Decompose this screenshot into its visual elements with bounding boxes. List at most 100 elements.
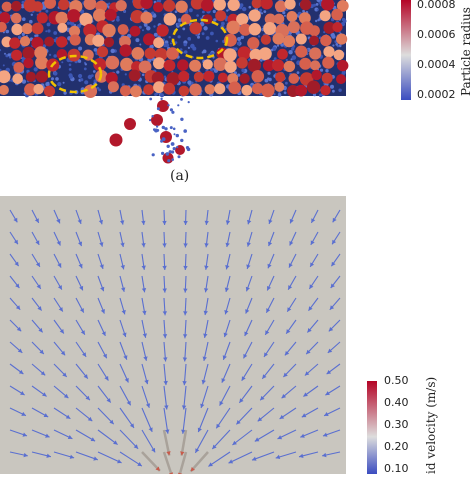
small-particle	[201, 51, 204, 54]
velocity-arrow	[119, 407, 135, 429]
velocity-arrow-head	[99, 242, 104, 247]
velocity-arrow-head	[325, 391, 330, 396]
velocity-arrow-head	[106, 398, 111, 403]
large-particle	[287, 21, 300, 34]
velocity-arrow-head	[39, 349, 44, 354]
falling-small-particle	[151, 115, 154, 118]
large-particles-layer	[0, 0, 349, 99]
velocity-arrow-head	[246, 264, 251, 269]
large-particle	[332, 22, 343, 33]
small-particle	[80, 78, 84, 82]
small-particle	[325, 69, 329, 73]
falling-small-particle	[175, 133, 179, 138]
large-particle	[284, 0, 296, 10]
velocity-arrow-head	[204, 288, 209, 293]
falling-particle	[162, 152, 174, 164]
velocity-arrow-head	[241, 376, 246, 381]
velocity-arrow-head	[265, 330, 270, 335]
small-particle	[177, 35, 181, 39]
small-particle	[62, 81, 65, 84]
large-particle	[236, 13, 249, 26]
colorbar-a-title: Particle radius	[459, 7, 473, 96]
large-particle	[22, 46, 35, 60]
velocity-arrow-head	[59, 329, 64, 334]
velocity-arrow	[194, 429, 209, 454]
large-particle	[56, 36, 68, 48]
large-particle	[248, 9, 261, 22]
small-particle	[201, 32, 205, 36]
velocity-arrow-head	[38, 327, 43, 333]
velocity-arrow-head	[117, 459, 122, 464]
large-particle	[252, 83, 264, 95]
velocity-arrow-head	[181, 429, 186, 434]
small-particle	[177, 18, 182, 23]
small-particle	[331, 35, 336, 39]
velocity-arrow-head	[279, 414, 285, 419]
small-particle	[142, 29, 144, 32]
large-particle	[275, 72, 286, 83]
large-particle	[153, 57, 165, 70]
large-particle	[178, 85, 190, 97]
velocity-arrow-head	[195, 448, 200, 453]
large-particle	[227, 0, 240, 11]
large-particle	[83, 0, 97, 10]
velocity-arrow-head	[90, 437, 96, 442]
velocity-arrow-head	[15, 283, 20, 288]
velocity-arrow-head	[330, 283, 335, 288]
velocity-arrow-head	[322, 452, 327, 458]
small-particle	[183, 42, 187, 47]
velocity-arrow-head	[42, 392, 47, 397]
velocity-arrow-head	[286, 329, 291, 334]
large-particle	[223, 48, 237, 62]
velocity-arrow-head	[57, 263, 62, 268]
large-particle	[323, 46, 335, 58]
small-particle	[203, 26, 208, 31]
velocity-arrow	[162, 429, 171, 456]
large-particle	[336, 74, 346, 85]
large-particle	[299, 57, 312, 70]
small-particle	[35, 34, 39, 38]
velocity-arrow-head	[225, 242, 230, 247]
small-particle	[138, 25, 142, 29]
velocity-arrow-head	[182, 357, 188, 362]
velocity-arrow-head	[36, 284, 41, 289]
velocity-arrow-head	[79, 285, 84, 291]
velocity-arrow-head	[275, 454, 281, 459]
velocity-arrow-head	[303, 392, 308, 397]
small-particle	[226, 9, 229, 12]
velocity-arrow-head	[142, 310, 147, 315]
large-particle	[151, 71, 164, 84]
velocity-arrow-head	[268, 219, 273, 224]
small-particle	[221, 21, 225, 26]
velocity-arrow	[183, 385, 187, 410]
large-particle	[263, 22, 277, 35]
small-particle	[302, 9, 305, 13]
velocity-arrow	[163, 407, 169, 434]
large-particle	[228, 81, 241, 95]
velocity-arrow-head	[46, 453, 51, 458]
large-particle	[120, 57, 134, 71]
velocity-arrow-head	[190, 467, 195, 472]
velocity-arrow-head	[236, 420, 241, 425]
large-particle	[163, 12, 177, 26]
small-particle	[284, 88, 287, 91]
small-particle	[192, 56, 194, 59]
large-particle	[272, 59, 285, 72]
large-particle	[277, 48, 288, 60]
large-particle	[69, 34, 81, 46]
highlight-ellipse-right	[171, 18, 229, 60]
small-particle	[21, 32, 25, 37]
velocity-arrow-head	[133, 444, 139, 449]
small-particle	[116, 70, 120, 74]
velocity-arrow-head	[332, 217, 337, 223]
falling-small-particle	[164, 127, 168, 131]
velocity-arrow-head	[232, 440, 237, 445]
velocity-arrow-head	[162, 220, 167, 225]
small-particle	[53, 54, 57, 58]
velocity-arrow-head	[45, 433, 50, 438]
large-particle	[1, 1, 12, 12]
large-particle	[274, 81, 285, 92]
large-particle	[321, 0, 335, 11]
small-particle	[29, 19, 33, 24]
velocity-arrow-head	[329, 305, 335, 310]
